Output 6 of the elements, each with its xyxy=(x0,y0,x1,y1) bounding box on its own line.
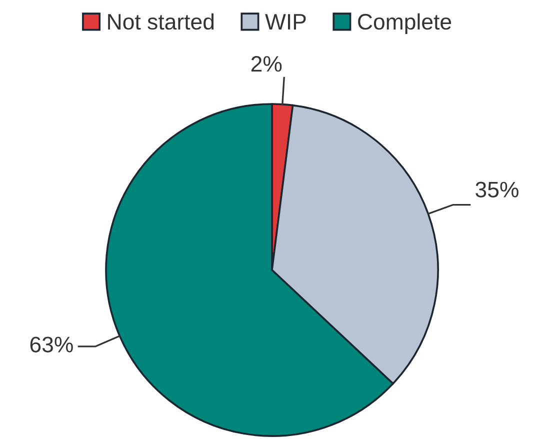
legend-label: Complete xyxy=(358,13,452,34)
data-label: 63% xyxy=(30,336,73,352)
legend-label: Not started xyxy=(108,13,214,30)
legend-label: WIP xyxy=(265,14,306,30)
data-label: 35% xyxy=(476,182,518,198)
data-label: 2% xyxy=(251,56,282,72)
